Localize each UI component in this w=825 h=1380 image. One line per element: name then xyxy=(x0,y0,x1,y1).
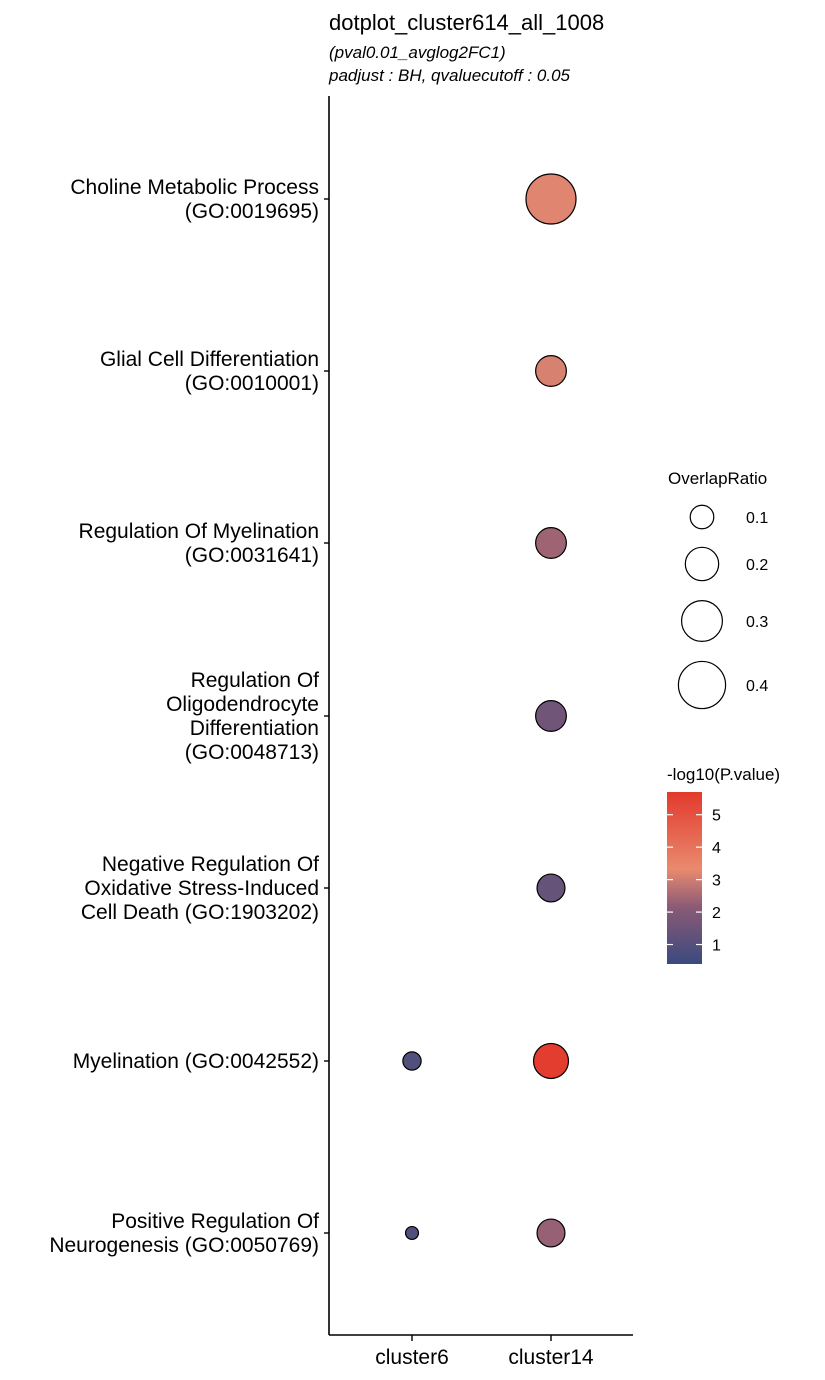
y-tick-label: Neurogenesis (GO:0050769) xyxy=(49,1234,319,1257)
data-point xyxy=(404,1225,420,1241)
size-legend-label: 0.4 xyxy=(746,678,768,695)
chart-subtitle-line-1: (pval0.01_avglog2FC1) xyxy=(329,43,506,62)
color-legend-label: 3 xyxy=(712,873,721,890)
y-tick-label: Oxidative Stress-Induced xyxy=(84,877,319,900)
data-point xyxy=(535,527,567,559)
data-point xyxy=(535,355,567,387)
x-tick-label: cluster14 xyxy=(508,1346,594,1369)
color-legend-label: 1 xyxy=(712,938,721,955)
size-legend-label: 0.1 xyxy=(746,510,768,527)
y-tick-label: Cell Death (GO:1903202) xyxy=(81,901,319,924)
y-tick-label: Glial Cell Differentiation xyxy=(100,348,319,371)
data-point xyxy=(535,700,567,732)
size-legend-title: OverlapRatio xyxy=(668,469,767,488)
color-legend-title: -log10(P.value) xyxy=(667,765,780,784)
y-tick-label: Differentiation xyxy=(190,717,319,740)
color-legend-label: 2 xyxy=(712,905,721,922)
size-legend-key xyxy=(677,660,727,710)
y-tick-label: (GO:0031641) xyxy=(185,544,319,567)
y-tick-label: (GO:0010001) xyxy=(185,372,319,395)
y-tick-label: Positive Regulation Of xyxy=(111,1210,319,1233)
y-tick-label: Regulation Of Myelination xyxy=(79,520,319,543)
color-legend-bar xyxy=(667,792,702,964)
data-point xyxy=(525,173,577,225)
size-legend-label: 0.2 xyxy=(746,557,768,574)
y-tick-label: Regulation Of xyxy=(191,669,320,692)
color-legend-label: 4 xyxy=(712,840,721,857)
color-legend-label: 5 xyxy=(712,808,721,825)
size-legend-key xyxy=(684,546,720,582)
chart-title: dotplot_cluster614_all_1008 xyxy=(329,10,604,35)
data-point xyxy=(532,1042,570,1080)
data-point xyxy=(536,1218,566,1248)
size-legend-label: 0.3 xyxy=(746,614,768,631)
x-tick-label: cluster6 xyxy=(375,1346,449,1369)
data-point xyxy=(536,873,566,903)
y-tick-label: (GO:0019695) xyxy=(185,200,319,223)
y-tick-label: Negative Regulation Of xyxy=(102,853,319,876)
y-tick-label: Oligodendrocyte xyxy=(166,693,319,716)
y-tick-label: Myelination (GO:0042552) xyxy=(73,1050,319,1073)
data-point xyxy=(402,1051,422,1071)
chart-subtitle-line-2: padjust : BH, qvaluecutoff : 0.05 xyxy=(328,66,571,85)
y-tick-label: (GO:0048713) xyxy=(185,741,319,764)
size-legend-key xyxy=(689,504,715,530)
y-tick-label: Choline Metabolic Process xyxy=(70,176,319,199)
size-legend-key xyxy=(680,599,724,643)
